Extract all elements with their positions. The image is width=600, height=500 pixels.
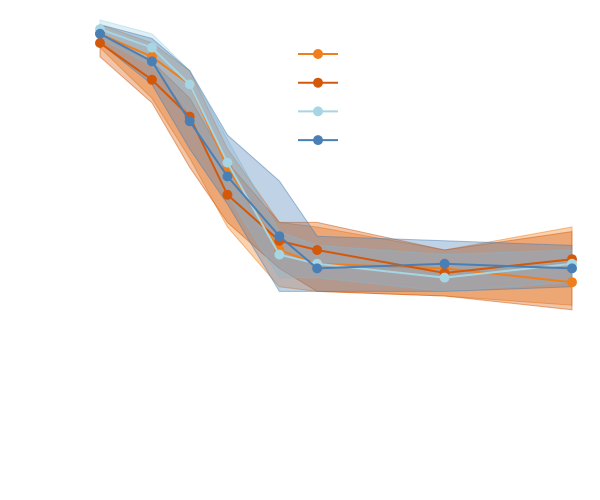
series-point	[567, 277, 577, 288]
series-point	[439, 258, 450, 269]
series-point	[222, 189, 233, 200]
legend-marker	[313, 135, 323, 146]
series-point	[567, 263, 577, 274]
series-point	[222, 171, 233, 182]
series-line	[99, 28, 573, 279]
series-point	[95, 38, 105, 48]
series-point	[222, 157, 233, 168]
legend-marker	[313, 106, 323, 117]
legend-marker	[313, 49, 323, 59]
legend-marker	[313, 77, 323, 88]
series-line	[99, 32, 573, 270]
series-point	[146, 42, 157, 53]
series-point	[146, 56, 157, 67]
series-point	[95, 28, 105, 39]
series-point	[146, 74, 157, 85]
series-point	[184, 79, 195, 90]
series-line	[99, 42, 573, 275]
series-point	[312, 245, 323, 255]
series-point	[184, 116, 195, 127]
series-point	[439, 272, 450, 283]
series-point	[274, 249, 285, 260]
legend	[298, 49, 338, 146]
series-point	[312, 263, 323, 274]
series-point	[274, 231, 285, 242]
